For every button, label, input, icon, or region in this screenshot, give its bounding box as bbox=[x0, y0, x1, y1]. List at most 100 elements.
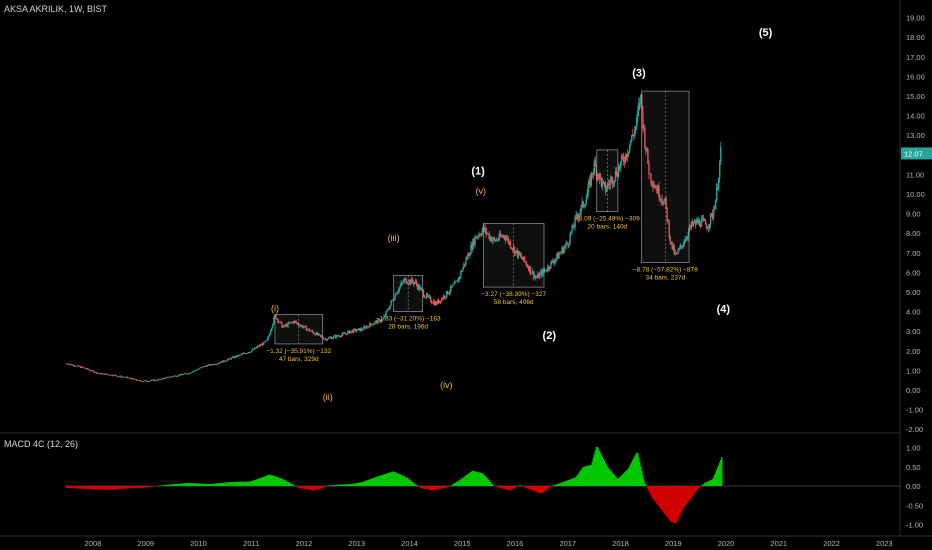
candle-body bbox=[490, 236, 492, 242]
macd-bar bbox=[371, 478, 373, 486]
macd-bar bbox=[664, 486, 666, 515]
candle-body bbox=[157, 379, 160, 381]
candle-body bbox=[104, 373, 106, 375]
macd-bar bbox=[111, 486, 113, 490]
candle-body bbox=[453, 284, 455, 285]
macd-bar bbox=[307, 486, 309, 490]
macd-bar bbox=[389, 472, 391, 486]
candle-body bbox=[596, 174, 599, 177]
macd-bar bbox=[97, 486, 99, 490]
macd-bar bbox=[716, 467, 719, 486]
macd-bar bbox=[150, 486, 153, 487]
macd-bar bbox=[557, 483, 559, 486]
macd-bar bbox=[343, 484, 346, 486]
macd-bar bbox=[479, 472, 481, 486]
macd-bar bbox=[387, 473, 389, 486]
macd-bar bbox=[137, 486, 140, 488]
macd-bar bbox=[588, 465, 591, 486]
candle-body bbox=[275, 314, 277, 319]
macd-bar bbox=[252, 480, 255, 486]
macd-bar bbox=[553, 485, 555, 486]
candle-body bbox=[112, 375, 114, 377]
macd-bar bbox=[576, 475, 578, 486]
candle-body bbox=[581, 201, 583, 206]
macd-bar bbox=[665, 486, 667, 516]
macd-bar bbox=[462, 477, 464, 486]
candle-body bbox=[593, 160, 596, 172]
candle-body bbox=[105, 373, 107, 375]
macd-bar bbox=[410, 481, 413, 486]
candle-body bbox=[299, 325, 301, 327]
macd-bar bbox=[75, 486, 78, 489]
candle-body bbox=[68, 364, 71, 366]
candle-body bbox=[119, 375, 121, 377]
candle-body bbox=[290, 322, 292, 324]
candle-body bbox=[548, 265, 550, 269]
candle-body bbox=[319, 334, 322, 336]
macd-bar bbox=[416, 485, 419, 487]
macd-bar bbox=[373, 477, 375, 486]
candle-body bbox=[614, 171, 617, 181]
macd-bar bbox=[89, 486, 91, 490]
candle-body bbox=[366, 326, 368, 329]
macd-bar bbox=[593, 454, 596, 486]
macd-bar bbox=[82, 486, 84, 489]
candle-body bbox=[499, 233, 502, 237]
candle-body bbox=[440, 298, 443, 302]
macd-bar bbox=[596, 446, 599, 486]
macd-bar bbox=[643, 479, 645, 486]
macd-bar bbox=[667, 486, 669, 519]
candle-body bbox=[570, 232, 572, 235]
candle-body bbox=[110, 374, 112, 376]
wave-label-minor: (i) bbox=[271, 304, 279, 314]
macd-bar bbox=[703, 483, 706, 486]
candle-body bbox=[118, 376, 120, 378]
macd-bar bbox=[219, 483, 222, 486]
macd-bar bbox=[472, 470, 474, 486]
macd-bar bbox=[704, 482, 707, 486]
candle-body bbox=[608, 184, 611, 186]
macd-bar bbox=[656, 486, 658, 504]
candle-body bbox=[377, 319, 379, 324]
macd-bar bbox=[165, 484, 168, 486]
macd-bar bbox=[277, 477, 279, 486]
macd-bar bbox=[271, 475, 273, 486]
candle-body bbox=[88, 369, 90, 371]
macd-bar bbox=[541, 486, 543, 494]
macd-bar bbox=[174, 484, 176, 486]
macd-bar bbox=[423, 486, 426, 489]
macd-bar bbox=[402, 475, 405, 486]
macd-bar bbox=[623, 472, 626, 486]
price-tick-label: 1.00 bbox=[906, 366, 921, 375]
candle-body bbox=[322, 338, 325, 340]
macd-bar bbox=[221, 482, 224, 486]
macd-bar bbox=[300, 486, 302, 489]
candle-body bbox=[81, 366, 83, 368]
macd-bar bbox=[713, 474, 716, 486]
macd-bar bbox=[563, 481, 565, 486]
macd-bar bbox=[562, 482, 564, 486]
macd-bar bbox=[403, 476, 406, 486]
candle-body bbox=[373, 323, 375, 325]
candle-body bbox=[424, 297, 427, 299]
macd-bar bbox=[178, 483, 180, 486]
macd-bar bbox=[637, 453, 639, 486]
macd-bar bbox=[353, 483, 356, 486]
candle-body bbox=[144, 380, 147, 382]
candle-body bbox=[640, 94, 642, 105]
candle-body bbox=[383, 316, 385, 319]
candle-body bbox=[569, 234, 571, 244]
macd-bar bbox=[443, 486, 446, 488]
macd-bar bbox=[283, 479, 285, 486]
candle-body bbox=[180, 373, 182, 376]
macd-bar bbox=[206, 483, 208, 486]
candle-body bbox=[364, 326, 366, 328]
macd-bar bbox=[243, 481, 246, 486]
candle-body bbox=[293, 320, 295, 324]
macd-bar bbox=[442, 486, 445, 489]
candle-body bbox=[621, 155, 624, 158]
candle-body bbox=[78, 365, 80, 367]
candle-body bbox=[82, 366, 84, 368]
candle-body bbox=[227, 358, 230, 360]
